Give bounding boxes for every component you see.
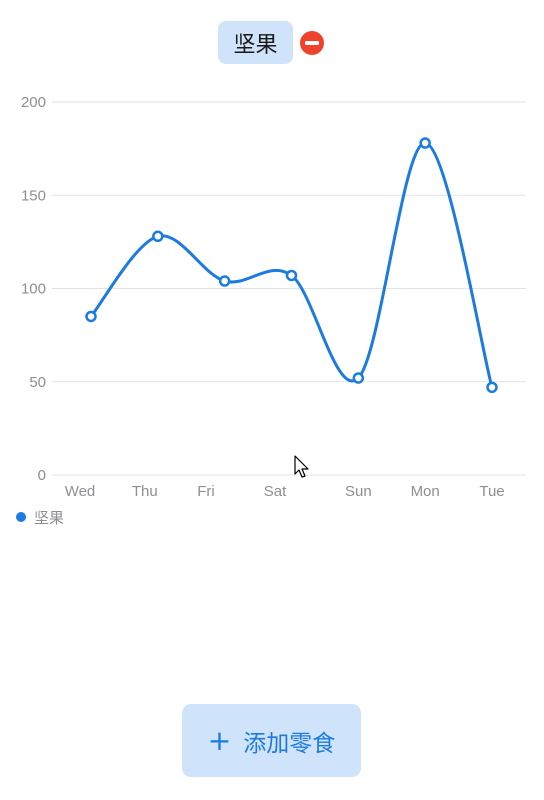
data-point (352, 372, 365, 384)
y-tick-label: 100 (21, 281, 46, 298)
tag-chip[interactable]: 坚果 (218, 21, 293, 64)
mouse-cursor-icon (294, 455, 309, 478)
x-tick-label: Wed (65, 483, 96, 500)
x-tick-label: Sun (345, 483, 372, 500)
add-snack-button[interactable]: + 添加零食 (182, 704, 361, 777)
tag-row: 坚果 (0, 21, 544, 64)
y-tick-label: 0 (38, 467, 46, 484)
y-tick-label: 200 (21, 94, 46, 111)
x-tick-label: Mon (411, 483, 440, 500)
y-tick-label: 150 (21, 187, 46, 204)
add-snack-label: 添加零食 (243, 730, 336, 757)
x-tick-label: Tue (479, 483, 504, 500)
data-point (419, 137, 431, 149)
legend-label: 坚果 (34, 508, 65, 527)
line-chart: 0 50 100 150 200 Wed Thu Fri Sat Sun Mon Tue (0, 80, 544, 510)
data-point (486, 381, 498, 394)
data-point (285, 269, 298, 282)
chart-svg: 0 50 100 150 200 Wed Thu Fri Sat Sun Mon Tue (21, 94, 526, 500)
x-tick-label: Sat (264, 483, 287, 500)
data-point (85, 310, 97, 323)
y-tick-label: 50 (29, 374, 46, 391)
tag-label: 坚果 (233, 32, 278, 58)
data-point (218, 275, 231, 287)
chart-legend: 坚果 (16, 506, 64, 528)
legend-dot (16, 512, 26, 522)
minus-circle-icon (305, 41, 319, 45)
remove-tag-button[interactable] (300, 31, 324, 55)
data-point (152, 230, 164, 243)
x-tick-label: Thu (132, 483, 158, 500)
plus-icon: + (207, 723, 232, 757)
series-line (89, 141, 494, 389)
x-tick-label: Fri (197, 483, 215, 500)
